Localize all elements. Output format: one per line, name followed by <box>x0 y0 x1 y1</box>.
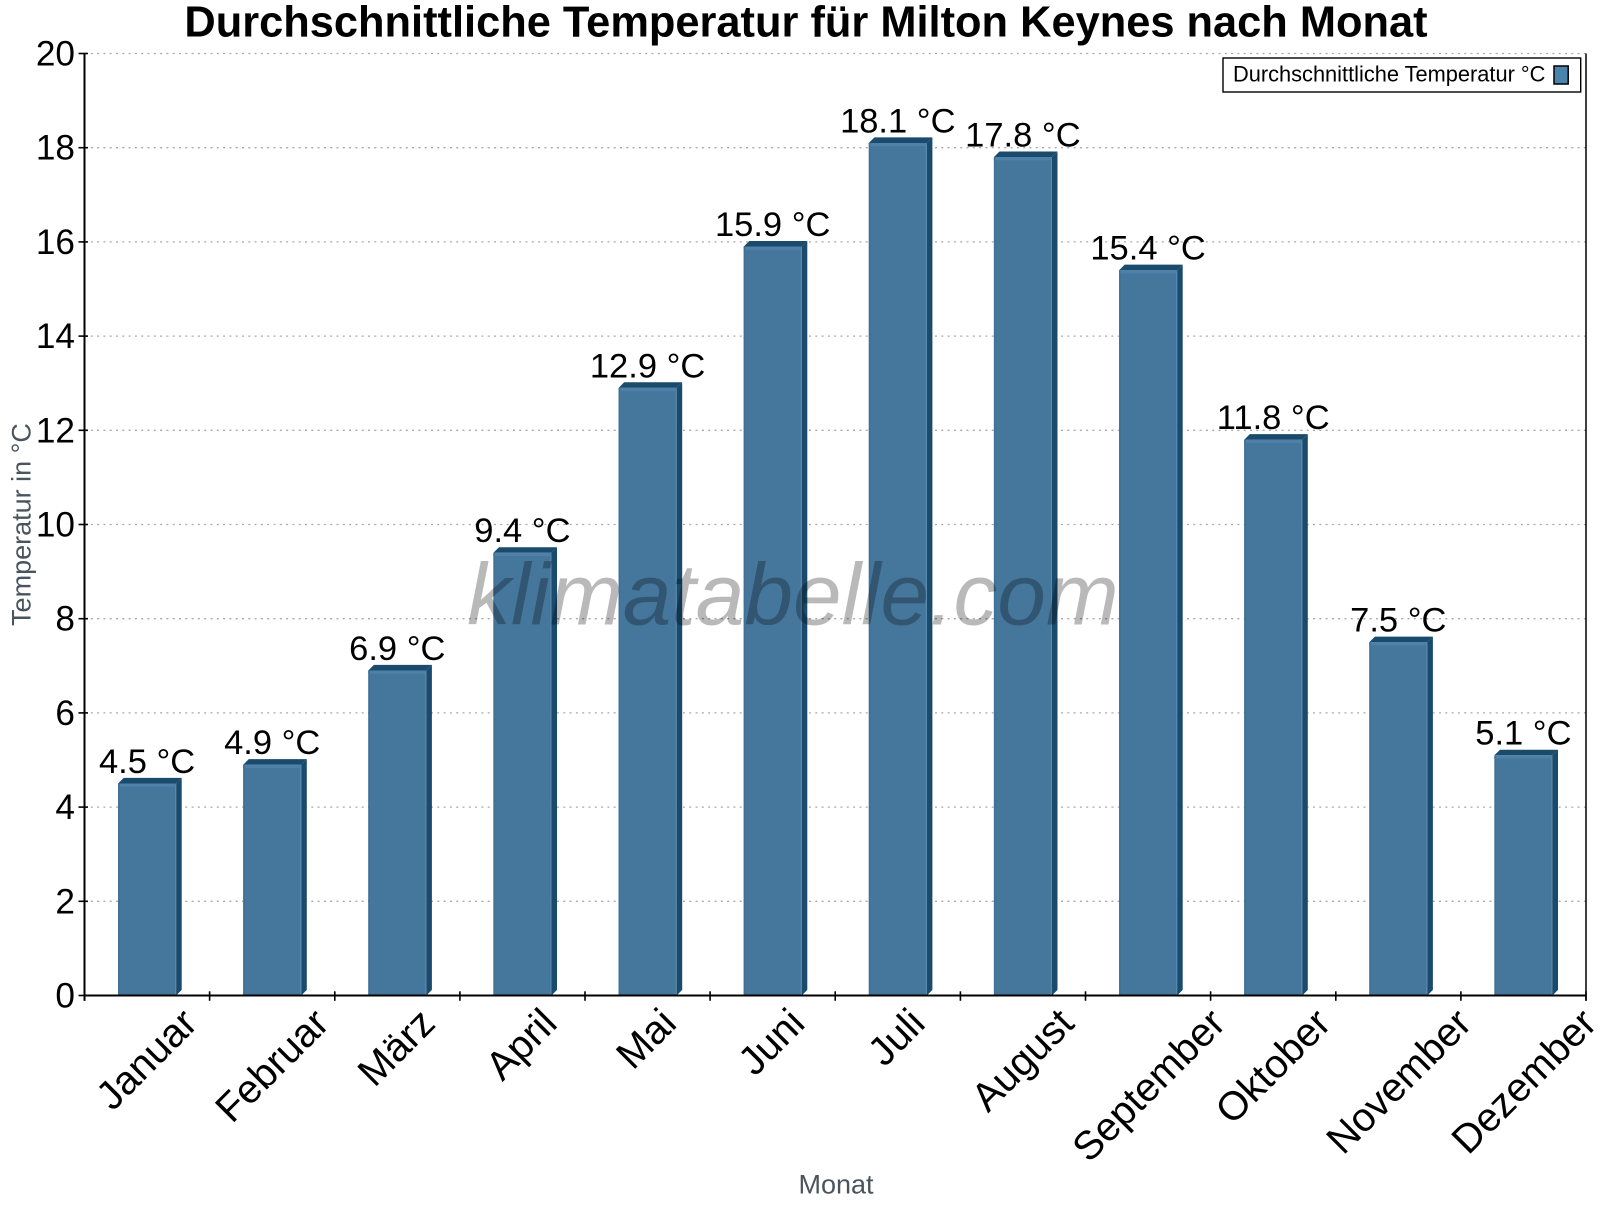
svg-text:17.8 °C: 17.8 °C <box>965 117 1080 155</box>
svg-text:15.9 °C: 15.9 °C <box>715 206 830 244</box>
svg-text:8: 8 <box>55 600 75 639</box>
svg-text:6: 6 <box>55 694 75 733</box>
svg-text:18: 18 <box>36 129 75 168</box>
svg-text:Temperatur in °C: Temperatur in °C <box>7 423 37 626</box>
svg-text:15.4 °C: 15.4 °C <box>1090 230 1205 268</box>
svg-text:9.4 °C: 9.4 °C <box>474 512 570 550</box>
svg-text:4: 4 <box>55 788 75 827</box>
svg-text:5.1 °C: 5.1 °C <box>1475 715 1571 753</box>
svg-text:2: 2 <box>55 882 75 921</box>
svg-text:Monat: Monat <box>798 1170 874 1200</box>
svg-text:20: 20 <box>36 35 75 74</box>
svg-text:Durchschnittliche Temperatur °: Durchschnittliche Temperatur °C <box>1233 62 1545 87</box>
svg-text:18.1 °C: 18.1 °C <box>840 102 955 140</box>
svg-text:0: 0 <box>55 977 75 1016</box>
svg-text:14: 14 <box>36 317 75 356</box>
svg-text:10: 10 <box>36 506 75 545</box>
svg-text:12: 12 <box>36 411 75 450</box>
svg-text:16: 16 <box>36 223 75 262</box>
svg-text:4.9 °C: 4.9 °C <box>224 724 320 762</box>
svg-text:Durchschnittliche Temperatur f: Durchschnittliche Temperatur für Milton … <box>184 0 1427 47</box>
svg-text:11.8 °C: 11.8 °C <box>1217 399 1330 437</box>
svg-text:6.9 °C: 6.9 °C <box>349 630 445 668</box>
svg-text:7.5 °C: 7.5 °C <box>1350 602 1446 640</box>
svg-text:12.9 °C: 12.9 °C <box>590 347 705 385</box>
svg-text:klimatabelle.com: klimatabelle.com <box>467 546 1119 644</box>
svg-text:4.5 °C: 4.5 °C <box>99 743 195 781</box>
